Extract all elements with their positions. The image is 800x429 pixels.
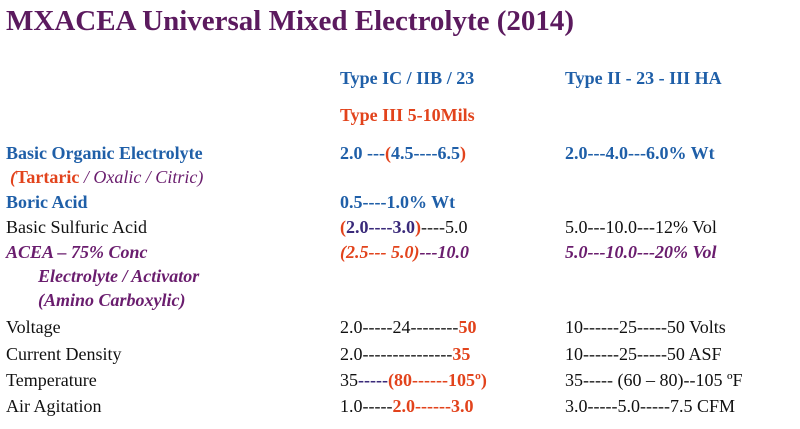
cell: 10------25-----50 ASF — [565, 343, 721, 365]
cell: (2.0----3.0)----5.0 — [340, 216, 467, 238]
seg: ACEA – 75% Conc — [6, 242, 148, 262]
row-label: Voltage — [6, 316, 61, 338]
cell: (2.5--- 5.0)---10.0 — [340, 241, 469, 263]
seg: (2.5--- 5.0) — [340, 242, 420, 262]
seg: Basic Organic Electrolyte — [6, 143, 203, 163]
seg: Temperature — [6, 370, 97, 390]
seg: 2.0 --- — [340, 143, 385, 163]
seg: 50 — [458, 317, 477, 337]
cell: 35----- (60 – 80)--105 ºF — [565, 369, 743, 391]
seg: 0.5----1.0% Wt — [340, 192, 456, 212]
row-label: Air Agitation — [6, 395, 102, 417]
seg: ) — [414, 217, 421, 237]
seg: 2.0----3.0 — [346, 217, 415, 237]
seg: / Oxalic / Citric) — [79, 167, 204, 187]
cell: 3.0-----5.0-----7.5 CFM — [565, 395, 735, 417]
seg: 5.0---10.0---20% Vol — [565, 242, 717, 262]
row-label: ACEA – 75% Conc — [6, 241, 148, 263]
seg: 35 — [340, 370, 358, 390]
seg: 35 — [452, 344, 471, 364]
cell: 5.0---10.0---12% Vol — [565, 216, 717, 238]
seg: Current Density — [6, 344, 122, 364]
seg: ( — [340, 217, 346, 237]
seg: ----5.0 — [420, 217, 468, 237]
seg: 1.0----- — [340, 396, 393, 416]
seg: ( — [384, 143, 391, 163]
cell: 10------25-----50 Volts — [565, 316, 726, 338]
row-label: Basic Sulfuric Acid — [6, 216, 147, 238]
seg: 4.5----6.5 — [390, 143, 460, 163]
row-label: Basic Organic Electrolyte — [6, 142, 203, 164]
cell: 0.5----1.0% Wt — [340, 191, 455, 213]
title: MXACEA Universal Mixed Electrolyte (2014… — [6, 5, 575, 37]
cell: 2.0 ---(4.5----6.5) — [340, 142, 466, 164]
sub-header: Type III 5-10Mils — [340, 105, 475, 125]
seg: 2.0--------------- — [340, 344, 453, 364]
seg: Electrolyte / Activator — [38, 266, 200, 286]
seg: 5.0---10.0---12% Vol — [565, 217, 717, 237]
seg: 10------25-----50 Volts — [565, 317, 726, 337]
cell: 2.0-----24--------50 — [340, 316, 476, 338]
seg: 3.0-----5.0-----7.5 CFM — [565, 396, 735, 416]
cell: 35-----(80------105º) — [340, 369, 487, 391]
seg: 10------25-----50 ASF — [565, 344, 722, 364]
seg: Air Agitation — [6, 396, 102, 416]
cell: 2.0---------------35 — [340, 343, 470, 365]
seg: ----- — [358, 370, 388, 390]
seg: 2.0-----24-------- — [340, 317, 459, 337]
row-label: Electrolyte / Activator — [38, 265, 199, 287]
col1-header: Type IC / IIB / 23 — [340, 68, 475, 88]
seg: ) — [459, 143, 466, 163]
col2-header: Type II - 23 - III HA — [565, 68, 722, 88]
cell: 2.0---4.0---6.0% Wt — [565, 142, 715, 164]
seg: 2.0------3.0 — [392, 396, 474, 416]
seg: (Amino Carboxylic) — [38, 290, 186, 310]
seg: ---10.0 — [419, 242, 469, 262]
seg: Basic Sulfuric Acid — [6, 217, 147, 237]
row-label: (Amino Carboxylic) — [38, 289, 186, 311]
seg: Tartaric — [16, 167, 80, 187]
row-label: Current Density — [6, 343, 121, 365]
cell: 1.0-----2.0------3.0 — [340, 395, 473, 417]
seg: 35----- (60 – 80)--105 ºF — [565, 370, 743, 390]
row-label: Temperature — [6, 369, 97, 391]
seg: Boric Acid — [6, 192, 88, 212]
row-label: Boric Acid — [6, 191, 88, 213]
seg: ( — [10, 167, 16, 187]
row-label: (Tartaric / Oxalic / Citric) — [10, 166, 203, 188]
seg: 2.0---4.0---6.0% Wt — [565, 143, 715, 163]
seg: (80------105º) — [387, 370, 487, 390]
cell: 5.0---10.0---20% Vol — [565, 241, 716, 263]
seg: Voltage — [6, 317, 61, 337]
